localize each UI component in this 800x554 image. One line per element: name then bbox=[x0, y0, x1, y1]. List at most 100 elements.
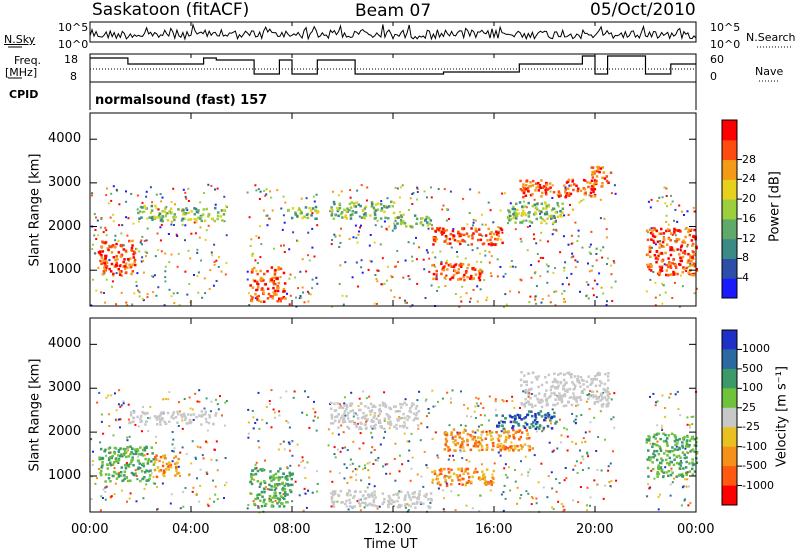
echo-cell bbox=[433, 472, 437, 476]
echo-cell bbox=[449, 242, 452, 245]
echo-cell bbox=[119, 273, 122, 276]
echo-cell bbox=[691, 250, 695, 253]
echo-speck bbox=[357, 233, 360, 236]
echo-cell bbox=[113, 461, 116, 464]
echo-cell bbox=[152, 458, 155, 461]
echo-speck bbox=[182, 505, 185, 508]
echo-speck bbox=[177, 425, 180, 427]
echo-cell bbox=[415, 411, 419, 415]
echo-speck bbox=[105, 454, 108, 457]
echo-speck bbox=[351, 470, 354, 473]
echo-cell bbox=[489, 238, 492, 242]
echo-speck bbox=[112, 274, 115, 277]
echo-cell bbox=[681, 255, 685, 259]
echo-cell bbox=[531, 204, 535, 208]
echo-speck bbox=[665, 449, 667, 452]
echo-cell bbox=[690, 437, 693, 441]
echo-cell bbox=[100, 256, 104, 259]
echo-cell bbox=[653, 454, 657, 457]
echo-cell bbox=[120, 243, 123, 247]
echo-cell bbox=[373, 211, 377, 214]
echo-cell bbox=[207, 212, 211, 216]
echo-cell bbox=[514, 221, 517, 224]
echo-speck bbox=[504, 463, 507, 466]
x-tick-label: 12:00 bbox=[374, 522, 412, 537]
echo-cell bbox=[330, 214, 333, 217]
echo-speck bbox=[301, 411, 304, 414]
echo-speck bbox=[114, 482, 117, 485]
echo-cell bbox=[351, 420, 354, 423]
echo-cell bbox=[415, 217, 419, 221]
echo-speck bbox=[411, 456, 414, 459]
echo-cell bbox=[484, 437, 488, 440]
echo-speck bbox=[503, 484, 506, 487]
echo-speck bbox=[284, 201, 287, 204]
echo-speck bbox=[374, 459, 377, 462]
echo-cell bbox=[512, 428, 515, 432]
echo-cell bbox=[277, 500, 281, 504]
echo-cell bbox=[434, 236, 437, 239]
echo-speck bbox=[514, 480, 517, 483]
echo-cell bbox=[370, 409, 374, 412]
echo-speck bbox=[488, 250, 491, 253]
echo-speck bbox=[300, 197, 303, 200]
echo-speck bbox=[288, 426, 291, 429]
echo-speck bbox=[604, 438, 606, 441]
echo-cell bbox=[573, 375, 577, 378]
echo-speck bbox=[349, 458, 352, 461]
echo-speck bbox=[571, 208, 574, 211]
echo-speck bbox=[207, 504, 210, 507]
echo-cell bbox=[466, 432, 470, 436]
echo-cell bbox=[538, 183, 542, 187]
echo-cell bbox=[355, 425, 358, 428]
echo-speck bbox=[102, 497, 104, 499]
echo-cell bbox=[462, 440, 465, 443]
echo-speck bbox=[396, 250, 399, 252]
echo-cell bbox=[483, 482, 487, 485]
echo-cell bbox=[665, 229, 668, 233]
echo-speck bbox=[211, 254, 214, 257]
echo-cell bbox=[282, 505, 286, 508]
echo-speck bbox=[412, 192, 415, 194]
echo-cell bbox=[645, 441, 648, 444]
echo-speck bbox=[574, 259, 577, 262]
echo-speck bbox=[93, 213, 96, 215]
echo-speck bbox=[563, 290, 566, 293]
echo-speck bbox=[330, 505, 333, 508]
echo-cell bbox=[541, 400, 544, 403]
echo-cell bbox=[531, 184, 535, 187]
echo-cell bbox=[582, 178, 586, 182]
echo-speck bbox=[588, 251, 591, 254]
echo-speck bbox=[312, 419, 315, 422]
echo-cell bbox=[413, 495, 416, 499]
echo-cell bbox=[565, 192, 569, 195]
echo-speck bbox=[251, 255, 254, 258]
echo-cell bbox=[262, 468, 266, 472]
echo-speck bbox=[434, 431, 437, 434]
echo-cell bbox=[127, 465, 131, 468]
echo-cell bbox=[443, 448, 447, 451]
echo-speck bbox=[216, 469, 219, 472]
echo-cell bbox=[193, 207, 196, 210]
echo-speck bbox=[394, 442, 397, 445]
echo-cell bbox=[501, 241, 504, 245]
echo-speck bbox=[298, 494, 301, 497]
echo-cell bbox=[691, 463, 695, 467]
echo-cell bbox=[665, 263, 668, 267]
echo-cell bbox=[475, 230, 478, 233]
echo-cell bbox=[203, 219, 207, 223]
echo-cell bbox=[431, 264, 434, 267]
echo-cell bbox=[99, 259, 102, 263]
echo-cell bbox=[193, 218, 196, 221]
echo-speck bbox=[541, 430, 544, 433]
echo-speck bbox=[525, 490, 528, 493]
echo-cell bbox=[399, 214, 403, 217]
echo-speck bbox=[346, 481, 349, 484]
echo-cell bbox=[355, 423, 358, 426]
echo-cell bbox=[443, 240, 446, 243]
echo-cell bbox=[524, 416, 527, 419]
echo-cell bbox=[609, 171, 613, 174]
echo-cell bbox=[338, 202, 341, 205]
echo-cell bbox=[155, 475, 159, 479]
echo-cell bbox=[594, 181, 598, 184]
